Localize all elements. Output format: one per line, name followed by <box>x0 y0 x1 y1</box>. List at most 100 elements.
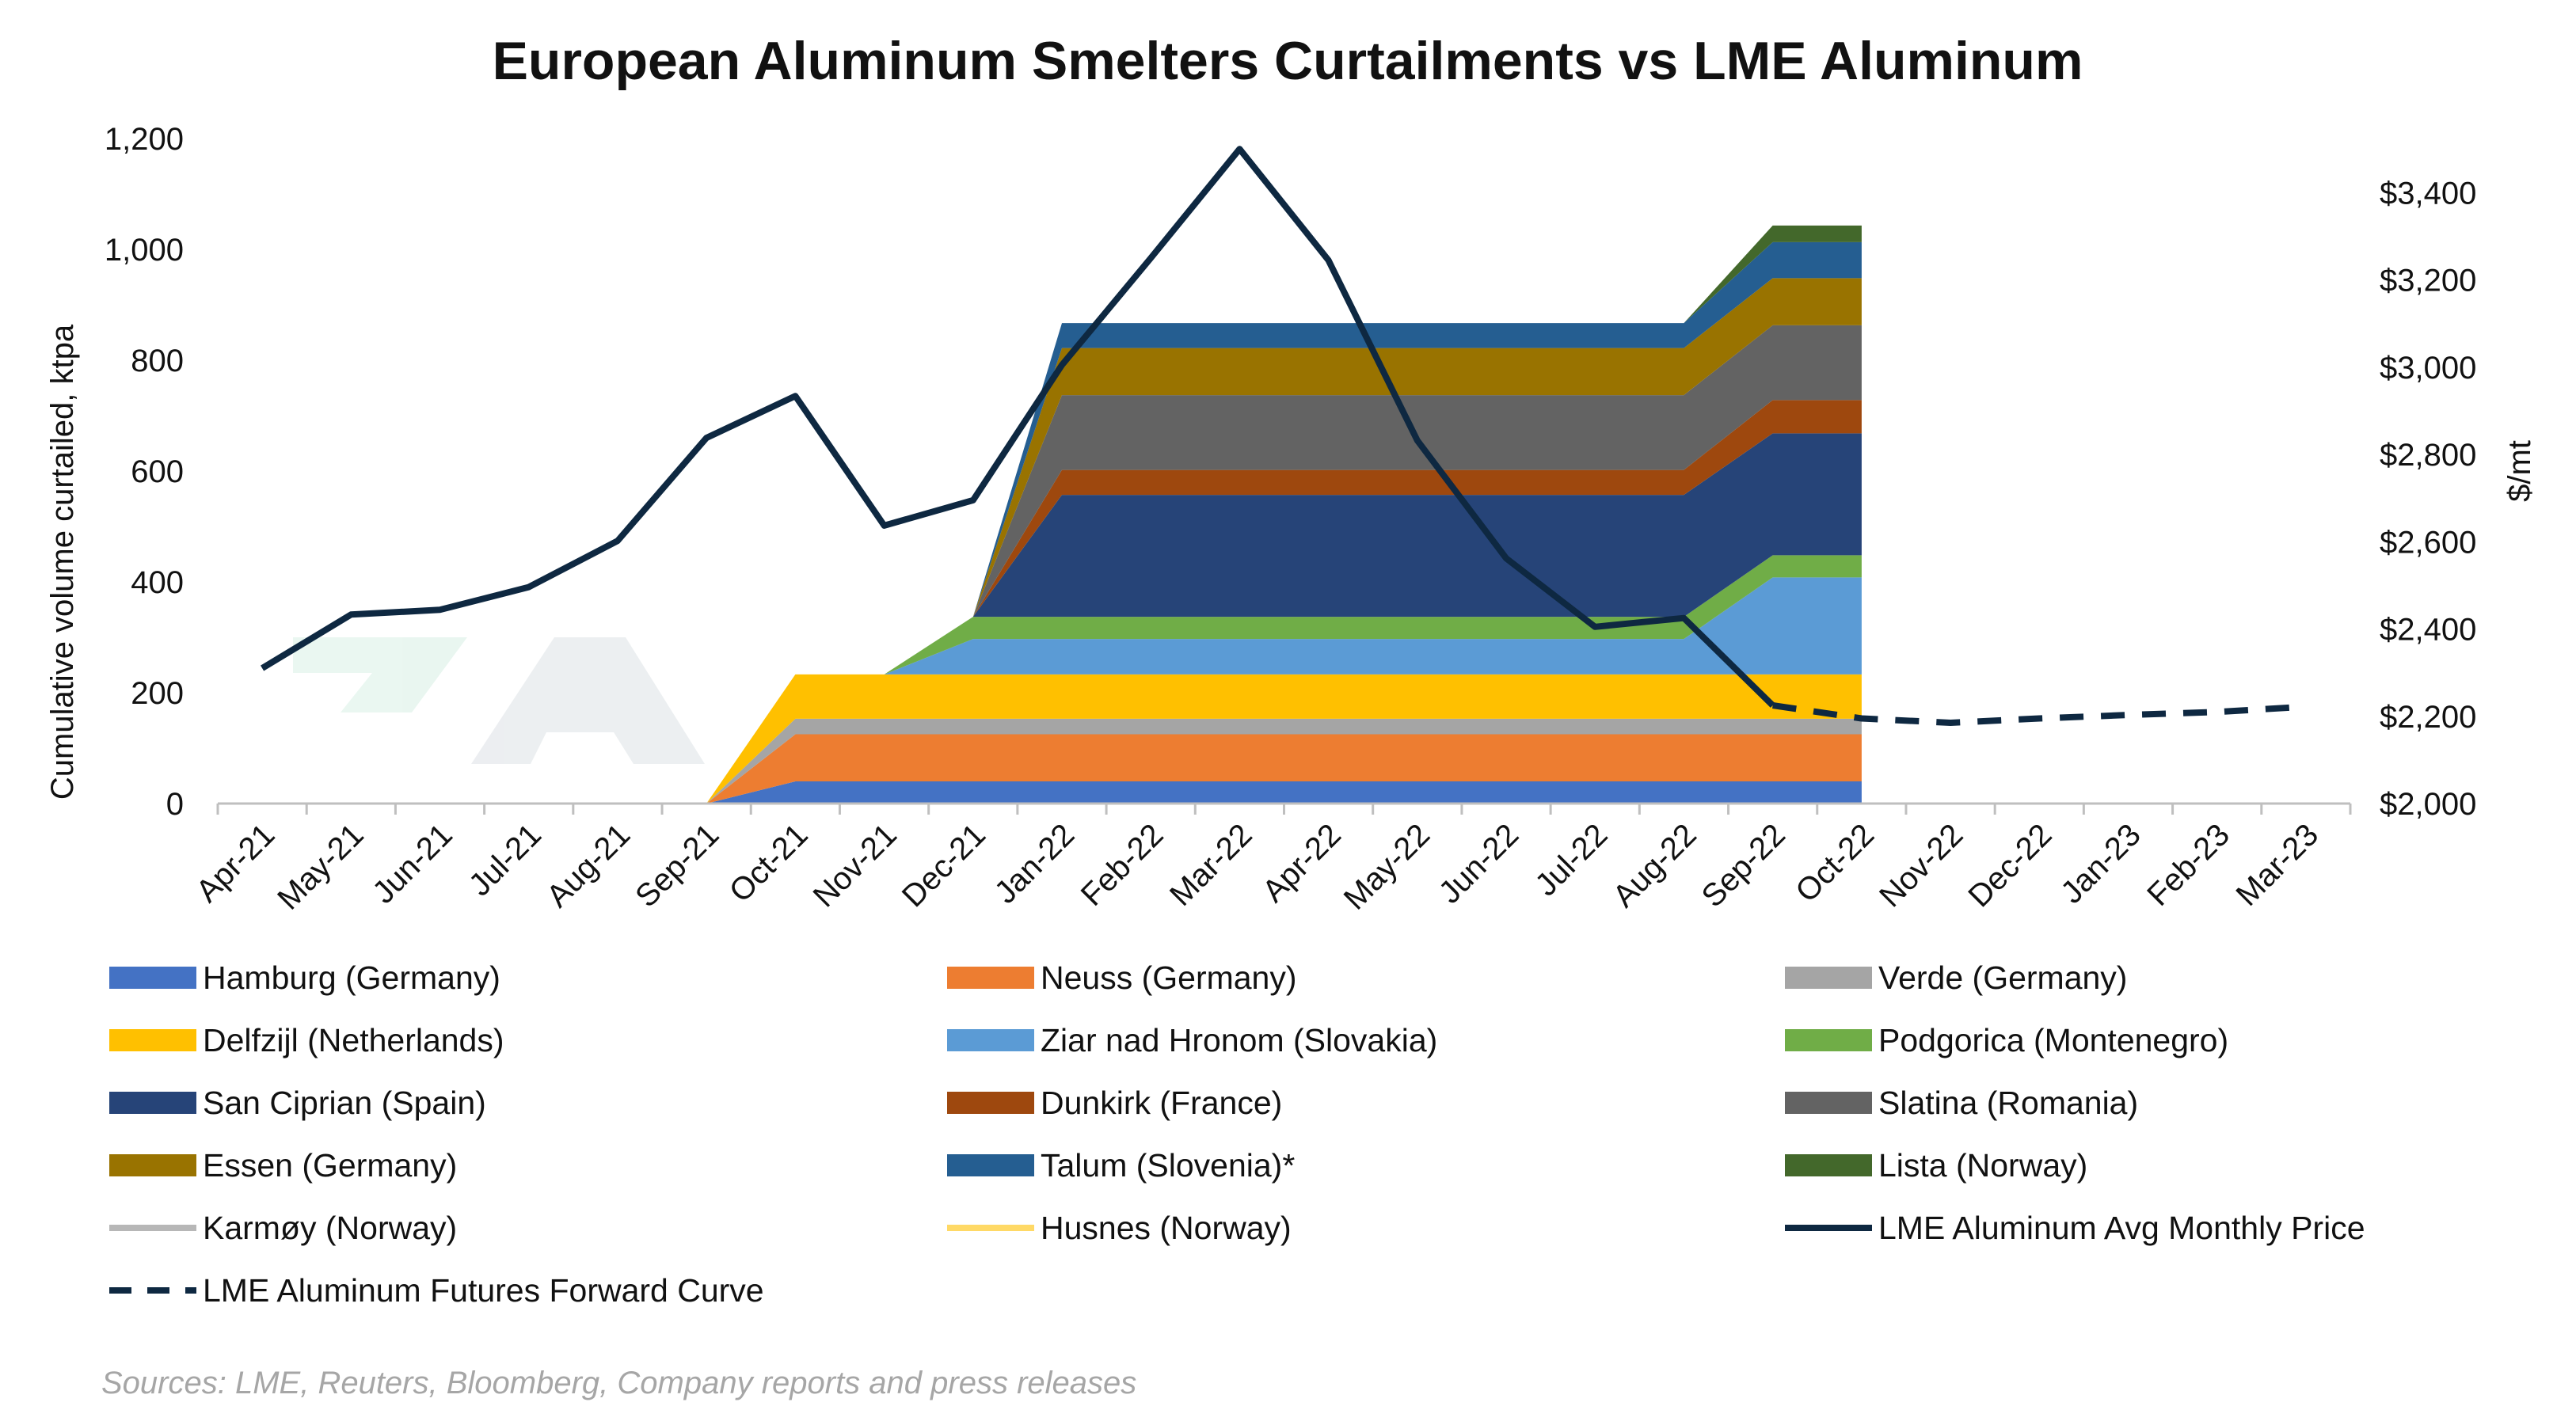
y2-tick-label-1: $2,200 <box>2380 700 2476 735</box>
legend-item-11: Lista (Norway) <box>1785 1147 2087 1184</box>
y-tick-label-6: 1,200 <box>105 122 184 157</box>
x-tick-label-22: Feb-23 <box>2140 817 2236 913</box>
legend-item-5: Podgorica (Montenegro) <box>1785 1022 2228 1058</box>
legend-swatch-4 <box>947 1029 1034 1051</box>
legend-swatch-9 <box>109 1154 196 1176</box>
y2-tick-label-2: $2,400 <box>2380 613 2476 648</box>
x-tick-label-17: Sep-22 <box>1695 817 1792 914</box>
plot-area: 0 200 400 600 800 1,000 1,200 $2,000 $2,200 $2,40… <box>105 122 2476 917</box>
x-tick-label-0: Apr-21 <box>189 817 281 909</box>
legend-item-13: Husnes (Norway) <box>947 1210 1292 1246</box>
y-axis-label: Cumulative volume curtailed, ktpa <box>45 324 80 800</box>
area-series-5 <box>262 555 1862 804</box>
legend-label-0: Hamburg (Germany) <box>203 960 500 996</box>
y2-axis-label: $/mt <box>2502 440 2537 502</box>
legend-label-10: Talum (Slovenia)* <box>1041 1147 1295 1184</box>
legend-label-8: Slatina (Romania) <box>1878 1085 2138 1121</box>
legend-item-4: Ziar nad Hronom (Slovakia) <box>947 1022 1437 1058</box>
legend-item-7: Dunkirk (France) <box>947 1085 1282 1121</box>
x-tick-label-5: Sep-21 <box>629 817 725 914</box>
legend-label-12: Karmøy (Norway) <box>203 1210 457 1246</box>
x-tick-label-11: Mar-22 <box>1163 817 1259 913</box>
legend-label-7: Dunkirk (France) <box>1041 1085 1282 1121</box>
source-note: Sources: LME, Reuters, Bloomberg, Compan… <box>101 1366 1136 1400</box>
area-series-3 <box>262 674 1862 804</box>
chart-title: European Aluminum Smelters Curtailments … <box>493 31 2083 91</box>
legend-label-6: San Ciprian (Spain) <box>203 1085 486 1121</box>
legend-item-12: Karmøy (Norway) <box>109 1210 457 1246</box>
x-tick-label-15: Jul-22 <box>1528 817 1614 902</box>
x-tick-label-4: Aug-21 <box>540 817 637 914</box>
x-tick-label-6: Oct-21 <box>723 817 815 909</box>
area-series-1 <box>262 734 1862 804</box>
legend-label-4: Ziar nad Hronom (Slovakia) <box>1041 1022 1437 1058</box>
legend-item-14: LME Aluminum Avg Monthly Price <box>1785 1210 2365 1246</box>
legend-label-13: Husnes (Norway) <box>1041 1210 1292 1246</box>
legend-label-5: Podgorica (Montenegro) <box>1878 1022 2228 1058</box>
x-tick-label-16: Aug-22 <box>1606 817 1703 914</box>
legend-item-8: Slatina (Romania) <box>1785 1085 2138 1121</box>
y-tick-label-1: 200 <box>131 676 184 711</box>
legend-label-2: Verde (Germany) <box>1878 960 2127 996</box>
legend-swatch-8 <box>1785 1092 1872 1114</box>
y2-tick-label-6: $3,200 <box>2380 264 2476 298</box>
legend-swatch-3 <box>109 1029 196 1051</box>
legend-swatch-7 <box>947 1092 1034 1114</box>
legend-label-3: Delfzijl (Netherlands) <box>203 1022 504 1058</box>
x-tick-label-7: Nov-21 <box>807 817 904 914</box>
x-tick-label-1: May-21 <box>271 817 370 916</box>
x-tick-label-2: Jun-21 <box>366 817 459 910</box>
legend-label-9: Essen (Germany) <box>203 1147 457 1184</box>
legend-item-6: San Ciprian (Spain) <box>109 1085 486 1121</box>
x-tick-label-10: Feb-22 <box>1075 817 1170 913</box>
legend-swatch-1 <box>947 967 1034 989</box>
y-tick-label-3: 600 <box>131 454 184 489</box>
area-series-6 <box>262 433 1862 804</box>
legend-item-2: Verde (Germany) <box>1785 960 2127 996</box>
legend-label-1: Neuss (Germany) <box>1041 960 1297 996</box>
x-tick-label-21: Jan-23 <box>2054 817 2148 910</box>
area-series-2 <box>262 718 1862 804</box>
y-tick-label-4: 800 <box>131 344 184 378</box>
area-series-7 <box>262 400 1862 804</box>
y-tick-label-5: 1,000 <box>105 233 184 268</box>
legend-swatch-5 <box>1785 1029 1872 1051</box>
legend-item-3: Delfzijl (Netherlands) <box>109 1022 504 1058</box>
y-tick-label-2: 400 <box>131 565 184 600</box>
x-tick-label-23: Mar-23 <box>2230 817 2326 913</box>
y2-tick-label-3: $2,600 <box>2380 525 2476 560</box>
legend-item-15: LME Aluminum Futures Forward Curve <box>109 1272 764 1309</box>
legend-item-10: Talum (Slovenia)* <box>947 1147 1295 1184</box>
watermark-logo <box>293 637 705 764</box>
x-tick-label-13: May-22 <box>1337 817 1436 916</box>
legend-label-15: LME Aluminum Futures Forward Curve <box>203 1272 764 1309</box>
legend: Hamburg (Germany) Neuss (Germany) Verde (G… <box>109 960 2365 1309</box>
legend-item-9: Essen (Germany) <box>109 1147 457 1184</box>
y2-tick-label-5: $3,000 <box>2380 351 2476 386</box>
area-series-8 <box>262 325 1862 804</box>
legend-swatch-2 <box>1785 967 1872 989</box>
x-tick-label-12: Apr-22 <box>1256 817 1348 909</box>
legend-swatch-6 <box>109 1092 196 1114</box>
x-tick-label-3: Jul-21 <box>462 817 548 902</box>
legend-item-1: Neuss (Germany) <box>947 960 1297 996</box>
line-series-0 <box>261 146 1775 708</box>
legend-item-0: Hamburg (Germany) <box>109 960 500 996</box>
x-tick-label-14: Jun-22 <box>1433 817 1526 910</box>
y2-tick-label-7: $3,400 <box>2380 176 2476 211</box>
y-tick-label-0: 0 <box>166 787 184 822</box>
legend-label-14: LME Aluminum Avg Monthly Price <box>1878 1210 2365 1246</box>
x-tick-label-20: Dec-22 <box>1961 817 2058 914</box>
x-tick-label-8: Dec-21 <box>896 817 992 914</box>
x-tick-label-18: Oct-22 <box>1789 817 1881 909</box>
legend-swatch-11 <box>1785 1154 1872 1176</box>
area-series-0 <box>262 781 1862 804</box>
y2-tick-label-4: $2,800 <box>2380 438 2476 473</box>
x-tick-label-9: Jan-22 <box>988 817 1082 910</box>
x-tick-label-19: Nov-22 <box>1873 817 1969 914</box>
legend-label-11: Lista (Norway) <box>1878 1147 2087 1184</box>
legend-swatch-0 <box>109 967 196 989</box>
legend-swatch-10 <box>947 1154 1034 1176</box>
y2-tick-label-0: $2,000 <box>2380 787 2476 822</box>
